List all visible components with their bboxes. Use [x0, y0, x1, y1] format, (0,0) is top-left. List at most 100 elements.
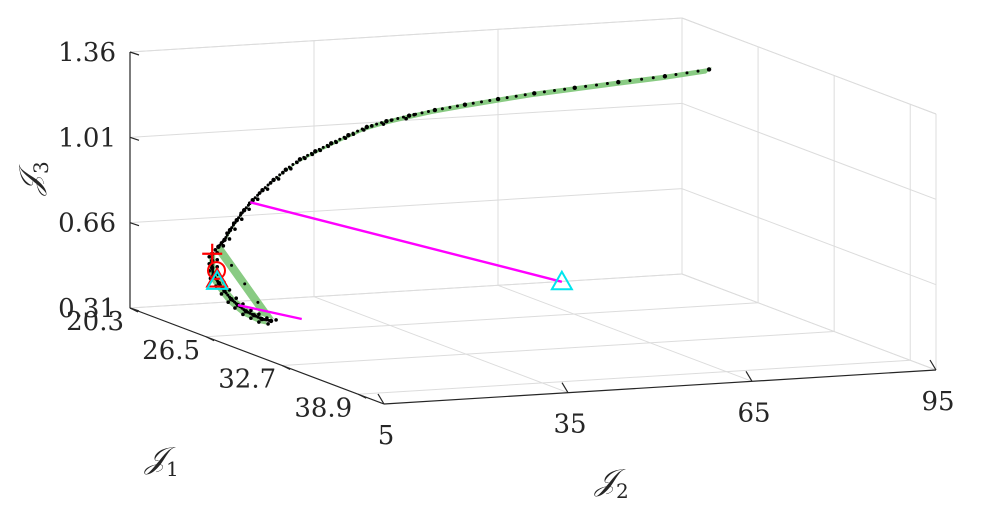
front-point — [256, 193, 260, 197]
front-point — [240, 211, 244, 215]
front-point — [234, 296, 239, 301]
label-layer: 0.31 0.66 1.01 1.36 20.3 26.5 32.7 38.9 5 35 65 95 𝒥… — [13, 38, 955, 503]
z-tick-label: 1.36 — [58, 38, 116, 68]
front-point — [233, 227, 237, 231]
y-tick-label: 5 — [378, 421, 395, 451]
front-point — [213, 248, 218, 252]
y-axis-label-subscript: 2 — [616, 479, 629, 503]
z-axis-label-subscript: 3 — [29, 161, 53, 174]
x-tick-label: 26.5 — [142, 336, 200, 366]
y-tick-mark — [561, 382, 569, 393]
connector-line — [249, 201, 563, 283]
marker-layer — [202, 243, 574, 291]
front-point — [221, 244, 226, 248]
y-tick-mark — [745, 371, 753, 382]
front-point — [495, 96, 501, 102]
front-point — [401, 115, 405, 119]
front-point — [291, 163, 295, 167]
front-point — [260, 187, 265, 193]
front-point — [317, 147, 321, 151]
front-point — [563, 87, 567, 91]
front-point — [281, 170, 285, 174]
triangle-marker — [205, 266, 229, 288]
grid-layer — [129, 17, 937, 405]
x-tick-label: 20.3 — [66, 307, 124, 337]
front-point — [241, 312, 245, 317]
front-point — [674, 73, 678, 77]
grid-line — [129, 273, 683, 309]
front-point — [242, 308, 246, 312]
front-point — [241, 208, 247, 213]
front-point — [258, 316, 262, 320]
front-point — [505, 96, 509, 100]
front-point — [390, 118, 394, 122]
front-point — [247, 207, 251, 212]
front-point — [255, 197, 260, 202]
front-point — [552, 89, 556, 93]
front-point — [514, 94, 518, 98]
x-axis-label: 𝒥1 — [143, 441, 178, 481]
front-point — [375, 122, 379, 126]
front-point — [640, 77, 644, 81]
front-point — [233, 221, 237, 225]
front-point — [338, 137, 342, 141]
x-axis-label-subscript: 1 — [166, 457, 179, 481]
front-point — [228, 295, 232, 299]
front-point — [227, 288, 232, 292]
front-point — [346, 133, 351, 138]
front-point — [706, 67, 712, 72]
front-point — [249, 308, 253, 313]
front-point — [448, 105, 452, 109]
front-point — [297, 157, 303, 162]
z-tick-label: 0.31 — [58, 294, 116, 324]
front-point — [532, 91, 537, 96]
front-point — [414, 112, 418, 116]
front-point — [360, 127, 364, 131]
grid-line — [681, 102, 937, 200]
front-point — [226, 293, 230, 297]
front-fill-layer — [209, 67, 713, 325]
front-point — [269, 181, 273, 185]
front-point — [287, 165, 291, 169]
grid-line — [129, 188, 683, 224]
front-point — [616, 79, 621, 85]
front-point — [239, 217, 244, 222]
front-point — [253, 196, 257, 200]
grid-line — [206, 302, 759, 338]
x-tick-mark — [357, 393, 367, 399]
x-tick-label: 38.9 — [294, 393, 352, 423]
front-point — [257, 312, 261, 316]
front-point — [230, 226, 234, 230]
front-point — [234, 302, 238, 306]
front-point — [696, 69, 700, 73]
front-point — [321, 145, 325, 149]
front-point — [334, 139, 338, 143]
front-point — [264, 318, 268, 322]
front-point — [230, 263, 234, 267]
front-point — [271, 177, 276, 183]
front-point — [542, 90, 546, 94]
front-point — [651, 76, 655, 80]
x-axis-line — [129, 307, 385, 405]
x-tick-mark — [281, 364, 291, 371]
front-point — [480, 100, 484, 104]
front-point — [455, 104, 459, 108]
triangle-marker — [550, 269, 574, 291]
front-point — [302, 155, 306, 159]
front-point — [227, 237, 232, 241]
front-point — [275, 175, 279, 179]
z-tick-label: 1.01 — [58, 123, 116, 153]
front-point — [256, 300, 260, 304]
front-point — [364, 124, 370, 130]
front-point — [325, 143, 329, 147]
front-point — [216, 279, 220, 283]
front-point — [233, 306, 237, 310]
front-point — [488, 98, 492, 102]
front-point — [462, 102, 468, 107]
front-point — [231, 223, 235, 227]
front-point — [257, 320, 261, 324]
front-point — [396, 116, 400, 120]
y-tick-label: 65 — [737, 398, 770, 428]
front-point — [227, 231, 231, 235]
